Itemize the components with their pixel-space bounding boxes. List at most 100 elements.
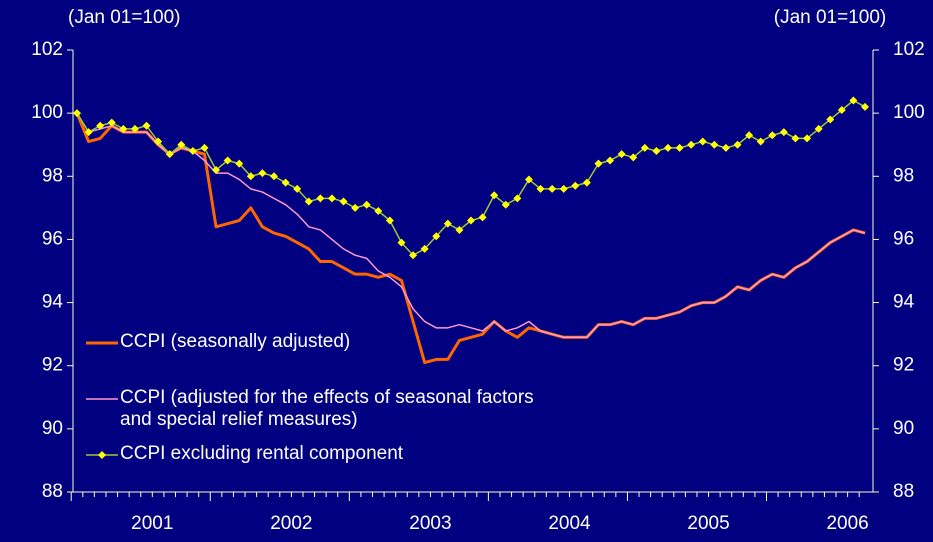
series-marker <box>629 153 638 162</box>
series-marker <box>258 169 267 178</box>
series-marker <box>235 159 244 168</box>
y-tick-label: 98 <box>42 165 63 186</box>
series-marker <box>409 251 418 260</box>
series-marker <box>84 128 93 137</box>
series-marker <box>768 131 777 140</box>
series-marker <box>640 143 649 152</box>
y-tick-label: 102 <box>31 39 63 60</box>
y2-tick-label: 94 <box>893 292 915 313</box>
series-marker <box>246 172 255 181</box>
series-marker <box>536 184 545 193</box>
y-tick-label: 92 <box>42 355 63 376</box>
x-tick-label: 2006 <box>826 513 868 534</box>
series-marker <box>420 244 429 253</box>
series-marker <box>142 121 151 130</box>
series-marker <box>107 118 116 127</box>
legend-label: CCPI (adjusted for the effects of season… <box>120 387 534 430</box>
series-marker <box>478 213 487 222</box>
y2-tick-label: 92 <box>893 355 914 376</box>
series-marker <box>443 219 452 228</box>
series-marker <box>96 121 105 130</box>
series-line <box>76 99 866 256</box>
series-marker <box>200 143 209 152</box>
series-marker <box>316 194 325 203</box>
series-marker <box>571 181 580 190</box>
y2-tick-label: 88 <box>893 481 914 502</box>
series-marker <box>188 147 197 156</box>
series-marker <box>687 140 696 149</box>
y2-tick-label: 98 <box>893 165 914 186</box>
series-marker <box>281 178 290 187</box>
x-tick-label: 2002 <box>270 513 312 534</box>
series-marker <box>849 96 858 105</box>
series-marker <box>594 159 603 168</box>
series-marker <box>559 184 568 193</box>
series-marker <box>837 105 846 114</box>
legend-marker <box>98 451 106 459</box>
y-axis-label: (Jan 01=100) <box>68 7 181 28</box>
series-marker <box>524 175 533 184</box>
series-marker <box>339 197 348 206</box>
y2-tick-label: 96 <box>893 228 914 249</box>
series-marker <box>814 124 823 133</box>
series-marker <box>861 102 869 111</box>
y-tick-label: 96 <box>42 228 63 249</box>
y2-tick-label: 90 <box>893 418 914 439</box>
y-tick-label: 94 <box>42 292 64 313</box>
series-marker <box>501 200 510 209</box>
series-marker <box>385 216 394 225</box>
series-marker <box>664 143 672 152</box>
series-marker <box>617 150 626 159</box>
series-marker <box>177 140 186 149</box>
y2-tick-label: 102 <box>893 39 925 60</box>
series-marker <box>397 238 406 247</box>
y-tick-label: 88 <box>42 481 63 502</box>
series-marker <box>119 124 128 133</box>
series-marker <box>710 140 719 149</box>
series-marker <box>362 200 371 209</box>
series-marker <box>698 137 707 146</box>
y2-tick-label: 100 <box>893 102 925 123</box>
series-marker <box>652 147 661 156</box>
series-marker <box>675 143 684 152</box>
series-marker <box>212 165 221 174</box>
series-marker <box>165 150 174 159</box>
series-marker <box>606 156 615 165</box>
series-marker <box>826 115 835 124</box>
series-marker <box>130 124 139 133</box>
y2-axis-label: (Jan 01=100) <box>774 7 887 28</box>
legend-label: CCPI (seasonally adjusted) <box>120 331 351 352</box>
series-marker <box>756 137 765 146</box>
y-tick-label: 100 <box>31 102 63 123</box>
series-marker <box>327 194 336 203</box>
x-tick-label: 2004 <box>548 513 591 534</box>
series-marker <box>733 140 742 149</box>
series-marker <box>270 172 278 181</box>
x-tick-label: 2005 <box>687 513 729 534</box>
series-marker <box>154 137 163 146</box>
legend-label: CCPI excluding rental component <box>120 443 404 464</box>
series-marker <box>73 109 81 118</box>
series-marker <box>432 232 441 241</box>
series-marker <box>293 184 302 193</box>
series-marker <box>745 131 754 140</box>
series-marker <box>467 216 475 225</box>
x-tick-label: 2001 <box>131 513 173 534</box>
series-marker <box>490 191 499 200</box>
series-marker <box>374 207 383 216</box>
series-marker <box>582 178 591 187</box>
series-marker <box>351 203 360 212</box>
y-tick-label: 90 <box>42 418 63 439</box>
series-marker <box>791 134 800 143</box>
series-marker <box>223 156 232 165</box>
x-tick-label: 2003 <box>409 513 451 534</box>
series-marker <box>304 197 313 206</box>
series-line <box>76 112 866 339</box>
series-marker <box>779 128 788 137</box>
series-marker <box>721 143 730 152</box>
series-marker <box>803 134 812 143</box>
series-marker <box>513 194 522 203</box>
series-marker <box>548 184 557 193</box>
